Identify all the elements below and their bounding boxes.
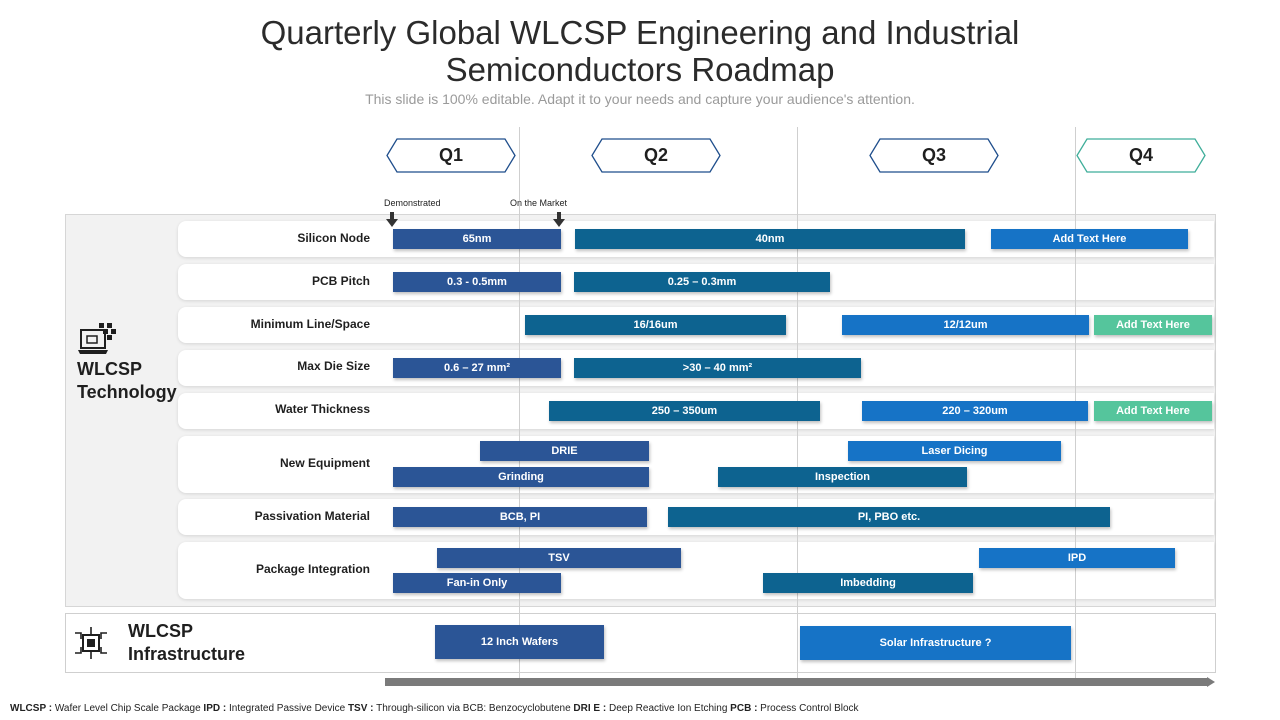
bar-silicon-node-65nm: 65nm	[393, 229, 561, 249]
group-label-line-2: Technology	[77, 382, 177, 402]
row-label-min-line-space: Minimum Line/Space	[250, 317, 370, 331]
row-label-silicon-node: Silicon Node	[297, 231, 370, 245]
row-label-pcb-pitch: PCB Pitch	[311, 274, 370, 288]
down-arrow-icon	[386, 212, 398, 227]
row-label-water-thickness: Water Thickness	[275, 402, 370, 416]
hexagon-shape	[591, 138, 721, 173]
footnote-value: Through-silicon via BCB: Benzocyclobuten…	[373, 703, 574, 714]
hexagon-shape	[1076, 138, 1206, 173]
group-label-line-1: WLCSP	[77, 359, 142, 379]
row-label-new-equipment: New Equipment	[279, 456, 370, 470]
title-line-1: Quarterly Global WLCSP Engineering and I…	[260, 14, 1020, 51]
bar-12-inch-wafers: 12 Inch Wafers	[435, 625, 604, 659]
down-arrow-icon	[553, 212, 565, 227]
infrastructure-group-label: WLCSP Infrastructure	[128, 620, 245, 666]
footnote-value: Deep Reactive Ion Etching	[606, 703, 731, 714]
footnote-value: Process Control Block	[757, 703, 859, 714]
footnote: WLCSP : Wafer Level Chip Scale Package I…	[10, 703, 859, 714]
quarter-header-q1: Q1	[386, 138, 516, 173]
bar-drie: DRIE	[480, 441, 649, 461]
bar-bcb-pi: BCB, PI	[393, 507, 647, 527]
timeline-arrowhead-icon	[1207, 677, 1215, 687]
bar-max-die-q1: 0.6 – 27 mm²	[393, 358, 561, 378]
bar-pcb-pitch-q2: 0.25 – 0.3mm	[574, 272, 830, 292]
bar-ipd: IPD	[979, 548, 1175, 568]
bar-grinding: Grinding	[393, 467, 649, 487]
bar-silicon-node-add-text: Add Text Here	[991, 229, 1188, 249]
bar-silicon-node-40nm: 40nm	[575, 229, 965, 249]
bar-max-die-q2: >30 – 40 mm²	[574, 358, 861, 378]
title-line-2: Semiconductors Roadmap	[445, 51, 835, 88]
quarter-label: Q1	[438, 145, 463, 165]
hexagon-shape	[869, 138, 999, 173]
marker-on-market: On the Market	[510, 198, 568, 208]
row-label-package-integration: Package Integration	[255, 562, 370, 576]
footnote-key: DRI E :	[573, 703, 607, 714]
group-label-line-2: Infrastructure	[128, 644, 246, 664]
quarter-label: Q4	[1128, 145, 1153, 165]
technology-group-label: WLCSP Technology	[77, 358, 177, 404]
bar-fan-in-only: Fan-in Only	[393, 573, 561, 593]
footnote-key: WLCSP :	[10, 703, 53, 714]
quarter-header-q3: Q3	[869, 138, 999, 173]
footnote-value: Wafer Level Chip Scale Package	[52, 703, 204, 714]
laptop-chip-icon	[78, 323, 116, 354]
bar-imbedding: Imbedding	[763, 573, 973, 593]
footnote-value: Integrated Passive Device	[226, 703, 348, 714]
quarter-header-q4: Q4	[1076, 138, 1206, 173]
bar-min-line-12: 12/12um	[842, 315, 1089, 335]
bar-water-add-text: Add Text Here	[1094, 401, 1212, 421]
quarter-label: Q2	[643, 145, 668, 165]
quarter-divider-1	[519, 127, 520, 680]
bar-pcb-pitch-q1: 0.3 - 0.5mm	[393, 272, 561, 292]
timeline-arrow	[385, 678, 1207, 686]
bar-pi-pbo: PI, PBO etc.	[668, 507, 1110, 527]
quarter-label: Q3	[921, 145, 946, 165]
bar-inspection: Inspection	[718, 467, 967, 487]
quarter-header-q2: Q2	[591, 138, 721, 173]
group-label-line-1: WLCSP	[128, 621, 193, 641]
footnote-key: TSV :	[347, 703, 374, 714]
bar-min-line-16: 16/16um	[525, 315, 786, 335]
bar-solar-infrastructure: Solar Infrastructure ?	[800, 626, 1071, 660]
footnote-key: IPD :	[203, 703, 227, 714]
row-label-passivation-material: Passivation Material	[254, 509, 370, 523]
hexagon-shape	[386, 138, 516, 173]
page-title: Quarterly Global WLCSP Engineering and I…	[0, 14, 1280, 88]
bar-laser-dicing: Laser Dicing	[848, 441, 1061, 461]
chip-icon	[75, 627, 107, 659]
bar-water-250: 250 – 350um	[549, 401, 820, 421]
bar-water-220: 220 – 320um	[862, 401, 1088, 421]
footnote-key: PCB :	[730, 703, 758, 714]
row-label-max-die-size: Max Die Size	[297, 359, 370, 373]
bar-tsv: TSV	[437, 548, 681, 568]
bar-min-line-add-text: Add Text Here	[1094, 315, 1212, 335]
subtitle: This slide is 100% editable. Adapt it to…	[365, 91, 915, 107]
marker-demonstrated: Demonstrated	[384, 198, 441, 208]
